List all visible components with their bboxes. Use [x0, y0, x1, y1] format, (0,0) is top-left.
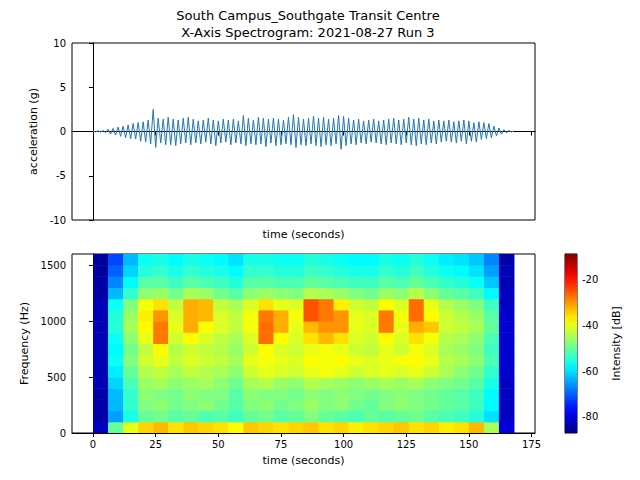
- svg-text:time (seconds): time (seconds): [263, 454, 345, 467]
- svg-text:-10: -10: [50, 215, 66, 226]
- svg-text:150: 150: [459, 439, 478, 450]
- svg-text:-5: -5: [56, 170, 66, 181]
- svg-text:10: 10: [53, 38, 66, 49]
- svg-text:50: 50: [212, 439, 225, 450]
- svg-text:-60: -60: [582, 366, 598, 377]
- svg-text:25: 25: [149, 439, 162, 450]
- svg-text:0: 0: [60, 428, 66, 439]
- svg-text:Frequency (Hz): Frequency (Hz): [18, 302, 31, 385]
- svg-text:0: 0: [90, 439, 96, 450]
- svg-text:175: 175: [522, 439, 541, 450]
- svg-text:75: 75: [275, 439, 288, 450]
- svg-text:South Campus_Southgate Transit: South Campus_Southgate Transit Centre: [176, 8, 439, 23]
- svg-text:1500: 1500: [41, 260, 66, 271]
- svg-text:1000: 1000: [41, 316, 66, 327]
- svg-text:Intensity [dB]: Intensity [dB]: [610, 306, 623, 381]
- svg-text:acceleration (g): acceleration (g): [27, 88, 40, 175]
- svg-text:500: 500: [47, 372, 66, 383]
- svg-text:time (seconds): time (seconds): [263, 228, 345, 241]
- svg-text:0: 0: [60, 126, 66, 137]
- svg-text:X-Axis Spectrogram: 2021-08-27: X-Axis Spectrogram: 2021-08-27 Run 3: [181, 25, 434, 40]
- svg-text:-20: -20: [582, 274, 598, 285]
- svg-text:-40: -40: [582, 320, 598, 331]
- svg-text:-80: -80: [582, 411, 598, 422]
- svg-text:100: 100: [334, 439, 353, 450]
- svg-text:5: 5: [60, 82, 66, 93]
- svg-text:125: 125: [397, 439, 416, 450]
